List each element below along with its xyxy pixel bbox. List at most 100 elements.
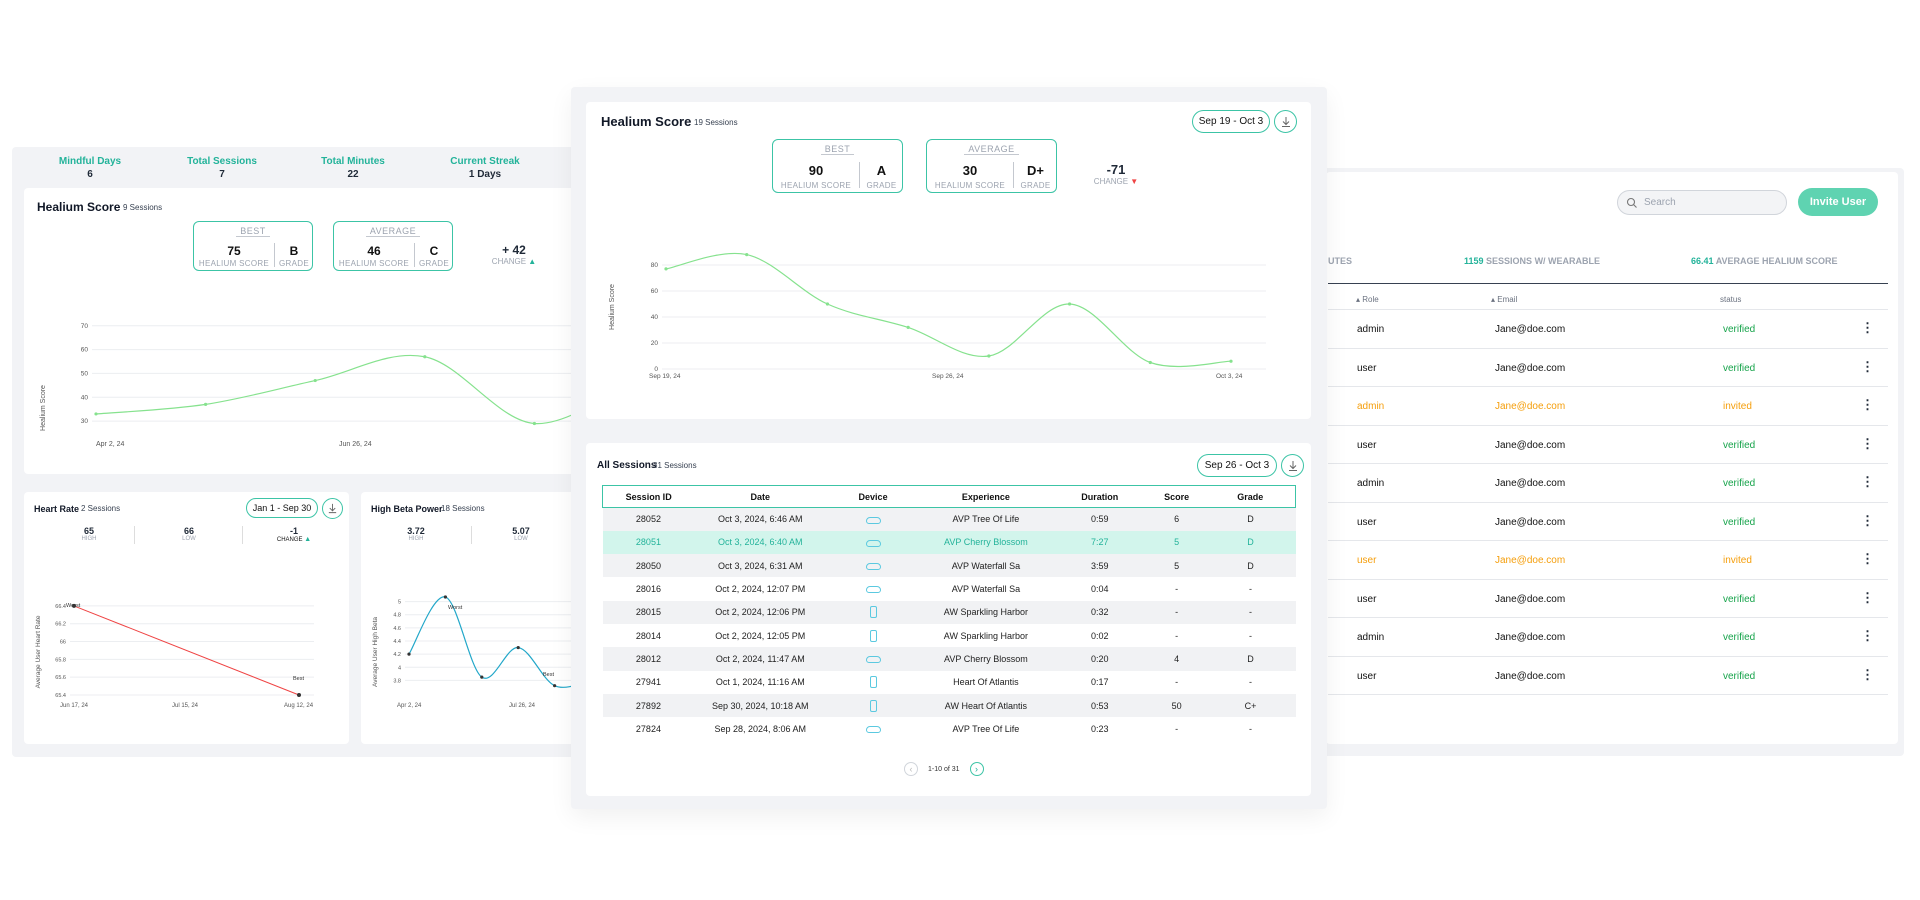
- data-point: [987, 354, 991, 358]
- chart-points: [664, 253, 1233, 365]
- average-grade-value: C: [429, 244, 439, 258]
- average-score-box: AVERAGE 30 D+ HEALIUM SCORE GRADE: [926, 139, 1057, 193]
- user-row[interactable]: user Jane@doe.com verified ⋮: [1328, 657, 1888, 695]
- more-vertical-icon[interactable]: ⋮: [1861, 435, 1874, 451]
- phone-icon: [869, 699, 877, 712]
- stat-value: 1159: [1464, 256, 1484, 266]
- stat-label: UTES: [1328, 256, 1353, 266]
- user-row[interactable]: admin Jane@doe.com verified ⋮: [1328, 310, 1888, 349]
- table-row[interactable]: 28014 Oct 2, 2024, 12:05 PM AW Sparkling H…: [603, 624, 1296, 647]
- users-table-header: ▴ Role ▴ Email status: [1328, 286, 1888, 310]
- sessions-count: 18 Sessions: [441, 504, 485, 513]
- user-status: verified: [1723, 362, 1756, 374]
- date-cell: Oct 3, 2024, 6:46 AM: [694, 507, 827, 531]
- date-range-button[interactable]: Sep 19 - Oct 3: [1192, 110, 1270, 133]
- card-title: Heart Rate: [34, 504, 80, 514]
- date-range-button[interactable]: Jan 1 - Sep 30: [246, 498, 318, 518]
- table-row[interactable]: 27892 Sep 30, 2024, 10:18 AM AW Heart Of A…: [602, 693, 1296, 718]
- user-email: Jane@doe.com: [1495, 670, 1566, 682]
- left-healium-card: Healium Score 9 Sessions BEST 75 B HEALI…: [24, 188, 586, 474]
- duration-cell: 0:23: [1090, 723, 1109, 734]
- sessions-count: 19 Sessions: [694, 118, 738, 127]
- duration-cell: 0:59: [1051, 507, 1148, 531]
- y-tick: 4.6: [393, 626, 401, 632]
- card-title: Healium Score: [37, 200, 121, 214]
- vr-headset-icon: [865, 656, 881, 664]
- grade-cell: -: [1249, 677, 1253, 688]
- data-point: [423, 355, 427, 359]
- download-icon[interactable]: [1274, 110, 1297, 133]
- table-row[interactable]: 28015 Oct 2, 2024, 12:06 PM AW Sparkling H…: [602, 600, 1296, 624]
- user-row[interactable]: user Jane@doe.com verified ⋮: [1328, 580, 1888, 618]
- grade-label: GRADE: [419, 259, 449, 268]
- more-vertical-icon[interactable]: ⋮: [1861, 666, 1874, 682]
- more-vertical-icon[interactable]: ⋮: [1861, 551, 1874, 566]
- data-point: [532, 421, 536, 426]
- table-row[interactable]: 28052 Oct 3, 2024, 6:46 AM AVP Tree Of Lif…: [602, 507, 1296, 531]
- y-tick: 65.8: [55, 657, 66, 663]
- more-vertical-icon[interactable]: ⋮: [1861, 512, 1874, 528]
- more-vertical-icon[interactable]: ⋮: [1861, 397, 1874, 412]
- change-label-wrap: CHANGE ▲: [484, 257, 544, 266]
- low-label: LOW: [182, 536, 196, 542]
- sessions-count: 31 Sessions: [653, 461, 697, 470]
- column-header: Duration: [1051, 485, 1148, 508]
- user-row[interactable]: user Jane@doe.com invited ⋮: [1328, 541, 1888, 580]
- user-email: Jane@doe.com: [1495, 632, 1566, 643]
- box-header: AVERAGE: [365, 226, 421, 237]
- more-vertical-icon[interactable]: ⋮: [1861, 358, 1874, 374]
- user-row[interactable]: admin Jane@doe.com invited ⋮: [1328, 387, 1888, 426]
- best-label: Best: [543, 672, 554, 678]
- high-beta-card: High Beta Power 18 Sessions 3.72 HIGH 5.…: [361, 492, 586, 744]
- invite-user-button[interactable]: Invite User: [1798, 188, 1878, 216]
- next-page-button[interactable]: ›: [969, 762, 984, 776]
- y-tick: 50: [81, 370, 89, 377]
- table-row[interactable]: 28012 Oct 2, 2024, 11:47 AM AVP Cherry Blo…: [602, 647, 1296, 671]
- more-vertical-icon[interactable]: ⋮: [1861, 589, 1874, 605]
- user-role: user: [1357, 516, 1377, 528]
- search-input[interactable]: Search: [1617, 190, 1787, 215]
- user-status: invited: [1723, 401, 1752, 412]
- column-header: Grade: [1205, 485, 1296, 508]
- column-header-role[interactable]: ▴ Role: [1356, 295, 1379, 304]
- user-row[interactable]: admin Jane@doe.com verified ⋮: [1328, 464, 1888, 503]
- user-row[interactable]: user Jane@doe.com verified ⋮: [1328, 503, 1888, 541]
- user-status: verified: [1723, 632, 1756, 643]
- grade-cell: D: [1205, 554, 1296, 578]
- table-row[interactable]: 27941 Oct 1, 2024, 11:16 AM Heart Of Atlan…: [603, 671, 1296, 694]
- high-value: 65: [83, 526, 94, 536]
- table-row[interactable]: 28050 Oct 3, 2024, 6:31 AM AVP Waterfall S…: [602, 554, 1296, 578]
- pagination: ‹ 1-10 of 31 ›: [904, 762, 984, 776]
- change-indicator: + 42 CHANGE ▲: [484, 243, 544, 266]
- download-icon[interactable]: [322, 498, 343, 519]
- date-range-button[interactable]: Sep 26 - Oct 3: [1197, 454, 1277, 477]
- stat-value: 7: [219, 169, 225, 180]
- sort-icon: ▴: [1491, 295, 1496, 304]
- table-row[interactable]: 28016 Oct 2, 2024, 12:07 PM AVP Waterfall …: [603, 577, 1296, 600]
- user-row[interactable]: admin Jane@doe.com verified ⋮: [1328, 618, 1888, 657]
- chart-line: [665, 252, 1232, 368]
- more-vertical-icon[interactable]: ⋮: [1861, 474, 1874, 489]
- y-tick: 20: [651, 340, 659, 347]
- x-tick: Apr 2, 24: [397, 703, 422, 709]
- more-vertical-icon[interactable]: ⋮: [1861, 628, 1874, 643]
- user-row[interactable]: user Jane@doe.com verified ⋮: [1328, 426, 1888, 464]
- column-label: Role: [1362, 295, 1379, 304]
- best-score-box: BEST 75 B HEALIUM SCORE GRADE: [193, 221, 313, 271]
- column-header-email[interactable]: ▴ Email: [1491, 295, 1517, 304]
- divider: [134, 526, 135, 544]
- session-id-cell: 28051: [602, 530, 695, 555]
- stat-minutes: UTES: [1328, 256, 1352, 266]
- column-header: Device: [826, 485, 920, 508]
- y-tick: 80: [651, 262, 659, 269]
- user-email: Jane@doe.com: [1495, 555, 1566, 566]
- table-row[interactable]: 28051 Oct 3, 2024, 6:40 AM AVP Cherry Blos…: [602, 530, 1296, 555]
- user-row[interactable]: user Jane@doe.com verified ⋮: [1328, 349, 1888, 387]
- download-icon[interactable]: [1281, 454, 1304, 477]
- table-row[interactable]: 27824 Sep 28, 2024, 8:06 AM AVP Tree Of Li…: [603, 717, 1296, 740]
- best-score-value: 75: [227, 244, 241, 258]
- experience-cell: AW Sparkling Harbor: [943, 630, 1028, 641]
- prev-page-button[interactable]: ‹: [904, 762, 918, 776]
- more-vertical-icon[interactable]: ⋮: [1861, 320, 1874, 335]
- stat-label: Mindful Days: [58, 156, 122, 167]
